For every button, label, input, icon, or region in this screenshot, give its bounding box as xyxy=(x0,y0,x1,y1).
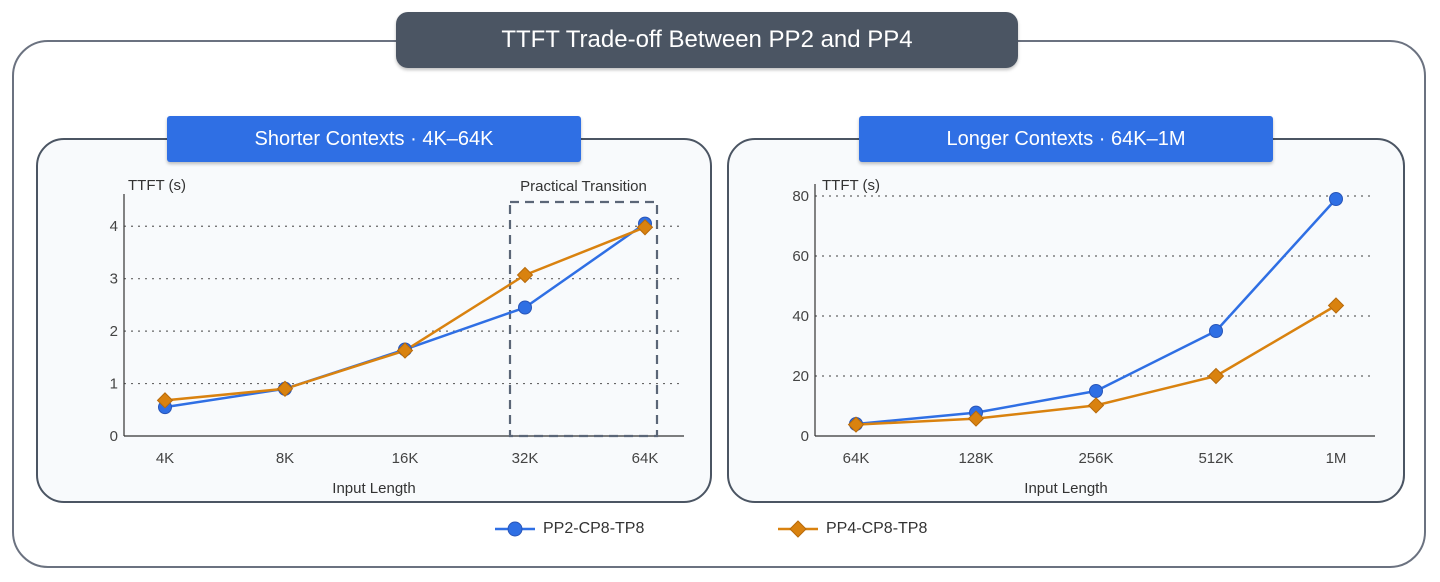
x-tick-label-1-3: 512K xyxy=(1198,450,1233,467)
y-tick-label-0-0: 0 xyxy=(110,428,118,445)
x-tick-label-0-1: 8K xyxy=(276,450,294,467)
point-0-1-3 xyxy=(516,266,534,284)
point-1-0-3 xyxy=(1209,324,1223,338)
y-axis-label-1: TTFT (s) xyxy=(822,177,880,194)
left-panel-title: Shorter Contexts · 4K–64K xyxy=(167,116,581,162)
point-0-1-4 xyxy=(636,219,654,236)
legend-label-pp2: PP2-CP8-TP8 xyxy=(543,520,645,537)
point-1-0-2 xyxy=(1089,384,1103,398)
point-0-1-2 xyxy=(396,342,414,359)
right-panel-title: Longer Contexts · 64K–1M xyxy=(859,116,1273,162)
point-1-1-1 xyxy=(967,410,985,427)
annotation-box-0 xyxy=(508,200,659,438)
x-tick-label-1-4: 1M xyxy=(1326,450,1347,467)
y-tick-label-1-1: 20 xyxy=(792,368,809,385)
legend-circle-pp2 xyxy=(507,521,523,537)
series-line-0-0 xyxy=(164,222,646,409)
legend-label-pp4: PP4-CP8-TP8 xyxy=(826,520,928,537)
x-tick-label-1-1: 128K xyxy=(958,450,993,467)
y-tick-label-0-3: 3 xyxy=(110,271,118,288)
legend-marker-pp4-icon xyxy=(778,520,818,538)
x-axis-label-1: Input Length xyxy=(1024,480,1107,497)
x-tick-label-1-0: 64K xyxy=(843,450,870,467)
x-tick-label-1-2: 256K xyxy=(1078,450,1113,467)
y-tick-label-1-3: 60 xyxy=(792,248,809,265)
point-1-1-4 xyxy=(1327,297,1345,314)
right-panel xyxy=(727,138,1405,503)
y-tick-label-1-2: 40 xyxy=(792,308,809,325)
point-0-1-1 xyxy=(276,380,294,398)
point-1-0-4 xyxy=(1329,192,1343,206)
point-0-1-0 xyxy=(156,392,174,409)
series-line-0-1 xyxy=(164,226,646,402)
main-title: TTFT Trade-off Between PP2 and PP4 xyxy=(396,12,1018,68)
point-1-1-0 xyxy=(847,416,865,433)
y-tick-label-0-4: 4 xyxy=(110,218,118,235)
point-1-1-3 xyxy=(1207,367,1225,385)
y-tick-label-1-4: 80 xyxy=(792,188,809,205)
legend-marker-pp2-icon xyxy=(495,521,535,537)
legend-item-pp4: PP4-CP8-TP8 xyxy=(778,512,927,546)
point-0-0-3 xyxy=(518,300,532,315)
y-tick-label-1-0: 0 xyxy=(801,428,809,445)
x-tick-label-0-4: 64K xyxy=(632,450,659,467)
x-axis-label-0: Input Length xyxy=(332,480,415,497)
x-tick-label-0-3: 32K xyxy=(512,450,539,467)
legend-item-pp2: PP2-CP8-TP8 xyxy=(495,512,644,546)
y-axis-label-0: TTFT (s) xyxy=(128,177,186,194)
y-tick-label-0-2: 2 xyxy=(110,323,118,340)
annotation-label-0: Practical Transition xyxy=(520,178,647,195)
legend-diamond-pp4 xyxy=(789,520,807,538)
legend: PP2-CP8-TP8 PP4-CP8-TP8 xyxy=(0,512,1440,546)
x-tick-label-0-0: 4K xyxy=(156,450,174,467)
y-tick-label-0-1: 1 xyxy=(110,376,118,393)
x-tick-label-0-2: 16K xyxy=(392,450,419,467)
point-1-1-2 xyxy=(1087,397,1105,414)
